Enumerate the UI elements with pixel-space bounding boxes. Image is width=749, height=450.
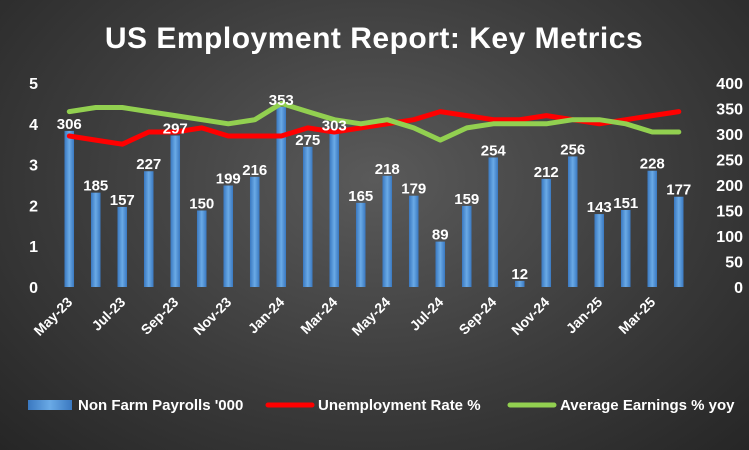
right-axis-ticks: 0 50 100 150 200 250 300 350 400 [716,76,743,297]
payroll-bar [567,156,578,287]
x-axis-tick: Nov-24 [508,294,552,338]
payroll-bar [90,192,101,287]
right-axis-tick: 200 [716,178,743,195]
x-axis-tick: Nov-23 [190,294,234,338]
bar-data-label: 297 [163,121,188,138]
x-axis-tick: Sep-24 [456,294,500,338]
payroll-bar [196,210,207,287]
legend-label: Average Earnings % yoy [560,397,735,414]
payroll-bar [647,170,658,287]
bar-data-label: 353 [269,92,294,109]
payroll-bar [488,157,499,287]
legend-swatch-bar [28,400,72,410]
chart-title: US Employment Report: Key Metrics [105,22,643,55]
left-axis-tick: 5 [29,76,38,93]
right-axis-tick: 0 [734,280,743,297]
bar-data-label: 254 [481,142,507,159]
bar-data-label: 275 [295,132,320,149]
bar-data-label: 303 [322,117,347,134]
line-series [66,100,682,147]
bar-data-label: 306 [57,116,82,133]
x-axis-tick: May-23 [30,294,75,339]
left-axis-tick: 3 [29,158,38,175]
bar-data-label: 151 [613,195,638,212]
right-axis-tick: 100 [716,229,743,246]
bar-data-label: 165 [348,188,373,205]
right-axis-tick: 300 [716,127,743,144]
x-axis-tick: Sep-23 [138,294,182,338]
x-axis-tick: Jan-24 [245,294,288,337]
right-axis-tick: 150 [716,204,743,221]
left-axis-tick: 2 [29,198,38,215]
payroll-bar [249,176,260,287]
left-axis-tick: 4 [29,117,38,134]
legend-label: Unemployment Rate % [318,397,481,414]
bar-data-label: 157 [110,192,135,209]
left-axis-tick: 0 [29,280,38,297]
average-earnings-line [66,100,682,143]
payroll-bar [620,209,631,287]
x-axis-tick: May-24 [348,294,393,339]
left-axis-tick: 1 [29,239,38,256]
payroll-bar [117,206,128,287]
payroll-bar [382,175,393,287]
payroll-bars [64,106,684,287]
left-axis-ticks: 0 1 2 3 4 5 [29,76,38,297]
bar-data-label: 228 [640,156,665,173]
bar-data-label: 216 [242,162,267,179]
x-axis-tick: Mar-25 [615,294,658,337]
unemployment-rate-line [66,109,682,147]
bar-data-label: 185 [83,178,108,195]
payroll-bar [223,185,234,287]
bar-data-label: 143 [587,199,612,216]
bar-data-label: 256 [560,141,585,158]
legend-label: Non Farm Payrolls '000 [78,397,243,414]
payroll-bar [514,280,525,287]
x-axis-tick: Jan-25 [563,294,606,337]
right-axis-tick: 50 [725,255,743,272]
bar-data-label: 12 [511,266,528,283]
payroll-bar [594,214,605,287]
bar-data-label: 177 [666,182,691,199]
x-axis-tick: Jul-23 [88,294,128,334]
bar-data-label: 179 [401,181,426,198]
payroll-bar [435,241,446,287]
payroll-bar [355,202,366,287]
bar-data-label: 199 [216,171,241,188]
payroll-bar [302,146,313,287]
payroll-bar [170,135,181,287]
bar-data-label: 218 [375,161,400,178]
x-axis-tick: Jul-24 [406,294,446,334]
bar-data-label: 150 [189,196,214,213]
legend: Non Farm Payrolls '000 Unemployment Rate … [28,397,735,414]
bar-data-label: 159 [454,191,479,208]
payroll-bar [408,195,419,287]
bar-data-label: 89 [432,227,449,244]
payroll-bar [329,132,340,287]
x-axis-tick: Mar-24 [297,294,340,337]
payroll-bar [64,130,75,287]
right-axis-tick: 400 [716,76,743,93]
payroll-bar [461,205,472,287]
payroll-bar [673,196,684,287]
payroll-bar [541,178,552,287]
bar-data-labels: 3061851572272971501992163532753031652181… [57,92,692,283]
right-axis-tick: 350 [716,102,743,119]
right-axis-tick: 250 [716,153,743,170]
x-axis-ticks: May-23 Jul-23 Sep-23 Nov-23 Jan-24 Mar-24 May-… [30,294,658,339]
bar-data-label: 212 [534,164,559,181]
payroll-bar [143,171,154,287]
bar-data-label: 227 [136,156,161,173]
payroll-bar [276,106,287,287]
